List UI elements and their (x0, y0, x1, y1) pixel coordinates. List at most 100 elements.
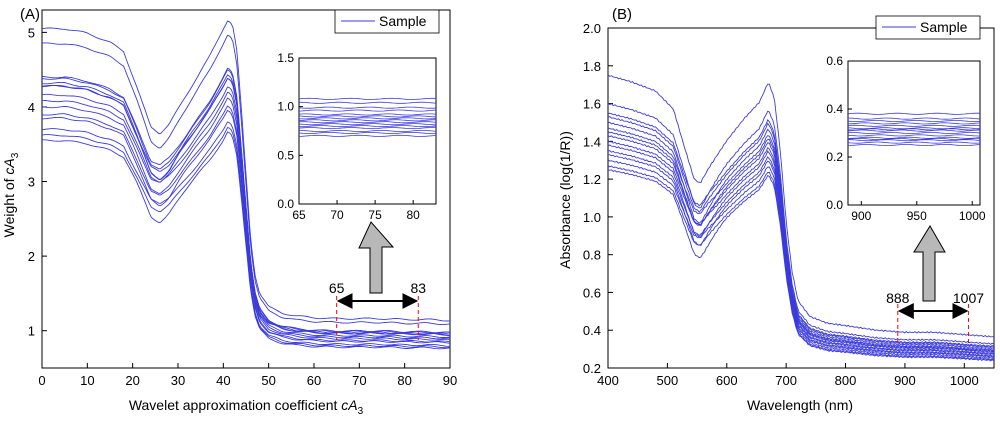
inset-series-line (299, 109, 436, 112)
inset-series-line (299, 106, 436, 109)
series-line (608, 141, 994, 355)
panel-a-inset-lines (299, 97, 436, 137)
series-line (608, 103, 994, 345)
series-line (608, 74, 994, 338)
inset-y-tick-label: 1.0 (277, 100, 294, 114)
panel-b-legend-label: Sample (920, 19, 968, 35)
series-line (608, 165, 994, 361)
x-tick-label: 1000 (950, 373, 979, 388)
x-tick-label: 30 (171, 373, 185, 388)
series-line (42, 109, 450, 344)
inset-series-line (848, 132, 980, 134)
panel-a-y-ticks: 1 2 3 4 5 (28, 25, 47, 339)
x-tick-label: 0 (38, 373, 45, 388)
series-line (608, 127, 994, 352)
y-tick-label: 2.0 (583, 21, 601, 36)
inset-series-line (299, 123, 436, 126)
inset-series-line (848, 129, 980, 132)
inset-series-line (848, 139, 980, 142)
inset-series-line (848, 122, 980, 125)
panel-a-ylabel-main: Weight of (1, 175, 17, 238)
y-tick-label: 3 (28, 175, 35, 190)
panel-a: (A) 0 10 20 30 40 50 60 70 80 90 1 2 3 4 5 65 83 Wavel… (1, 6, 457, 417)
x-tick-label: 800 (835, 373, 857, 388)
inset-series-line (299, 119, 436, 122)
inset-series-line (848, 134, 980, 137)
range-end-label: 1007 (953, 290, 984, 306)
panel-a-label: (A) (20, 6, 40, 23)
inset-series-line (848, 144, 980, 146)
inset-series-line (299, 101, 436, 104)
y-tick-label: 0.8 (583, 248, 601, 263)
inset-series-line (299, 134, 436, 137)
series-line (42, 20, 450, 322)
inset-y-tick-label: 0.4 (826, 102, 843, 116)
panel-b: (B) 400 500 600 700 800 900 1000 0.2 0.4 0.6 0.8 1… (557, 6, 995, 413)
x-tick-label: 40 (216, 373, 230, 388)
series-line (608, 159, 994, 359)
inset-series-line (848, 136, 980, 139)
series-line (608, 153, 994, 358)
inset-series-line (848, 128, 980, 131)
x-tick-label: 60 (307, 373, 321, 388)
range-start-label: 888 (886, 290, 910, 306)
panel-a-legend-label: Sample (379, 13, 427, 29)
inset-x-tick-label: 75 (368, 208, 382, 222)
inset-x-tick-label: 65 (292, 208, 306, 222)
x-tick-label: 90 (443, 373, 457, 388)
y-tick-label: 1.8 (583, 59, 601, 74)
x-tick-label: 900 (894, 373, 916, 388)
series-line (608, 112, 994, 348)
y-tick-label: 0.6 (583, 285, 601, 300)
inset-series-line (848, 117, 980, 120)
x-tick-label: 80 (397, 373, 411, 388)
series-line (608, 116, 994, 349)
y-tick-label: 0.2 (583, 361, 601, 376)
series-line (42, 34, 450, 326)
x-tick-label: 400 (597, 373, 619, 388)
inset-y-tick-label: 0.5 (277, 148, 294, 162)
panel-a-x-ticks: 0 10 20 30 40 50 60 70 80 90 (38, 363, 457, 388)
inset-x-tick-label: 950 (907, 209, 927, 223)
panel-a-xlabel-sub: 3 (358, 406, 364, 417)
panel-a-xlabel-var: cA (341, 397, 357, 413)
y-tick-label: 1.4 (583, 134, 601, 149)
panel-b-y-ticks: 0.2 0.4 0.6 0.8 1.0 1.2 1.4 1.6 1.8 2.0 (583, 21, 613, 376)
x-tick-label: 70 (352, 373, 366, 388)
inset-x-tick-label: 1000 (959, 209, 986, 223)
inset-series-line (848, 112, 980, 115)
inset-series-line (299, 113, 436, 116)
panel-b-range-markers: 888 1007 (886, 290, 984, 346)
panel-a-ylabel-sub: 3 (10, 152, 21, 158)
x-tick-label: 700 (775, 373, 797, 388)
panel-b-y-axis-title: Absorbance (log(1/R)) (557, 131, 573, 269)
inset-series-line (299, 129, 436, 133)
x-tick-label: 500 (657, 373, 679, 388)
y-tick-label: 1.2 (583, 172, 601, 187)
x-tick-label: 20 (125, 373, 139, 388)
panel-b-label: (B) (612, 6, 632, 23)
inset-y-tick-label: 0.6 (826, 54, 843, 68)
panel-b-x-ticks: 400 500 600 700 800 900 1000 (597, 363, 979, 388)
x-tick-label: 10 (80, 373, 94, 388)
series-line (608, 130, 994, 352)
y-tick-label: 4 (28, 100, 35, 115)
inset-series-line (299, 121, 436, 124)
panel-a-xlabel-main: Wavelet approximation coefficient (129, 397, 341, 413)
panel-b-legend: Sample (875, 15, 981, 40)
panel-a-ylabel-var: cA (1, 158, 17, 174)
inset-y-tick-label: 1.5 (277, 51, 294, 65)
inset-series-line (848, 141, 980, 144)
panel-a-x-axis-title: Wavelet approximation coefficient cA3 (129, 397, 364, 417)
series-line (608, 169, 994, 362)
series-line (608, 134, 994, 353)
inset-series-line (848, 137, 980, 141)
inset-series-line (299, 127, 436, 130)
inset-series-line (848, 124, 980, 127)
panel-a-inset: 65 70 75 80 0.0 0.5 1.0 1.5 (277, 51, 437, 222)
series-line (42, 78, 450, 336)
y-tick-label: 1 (28, 324, 35, 339)
series-line (608, 144, 994, 356)
inset-x-tick-label: 900 (851, 209, 871, 223)
